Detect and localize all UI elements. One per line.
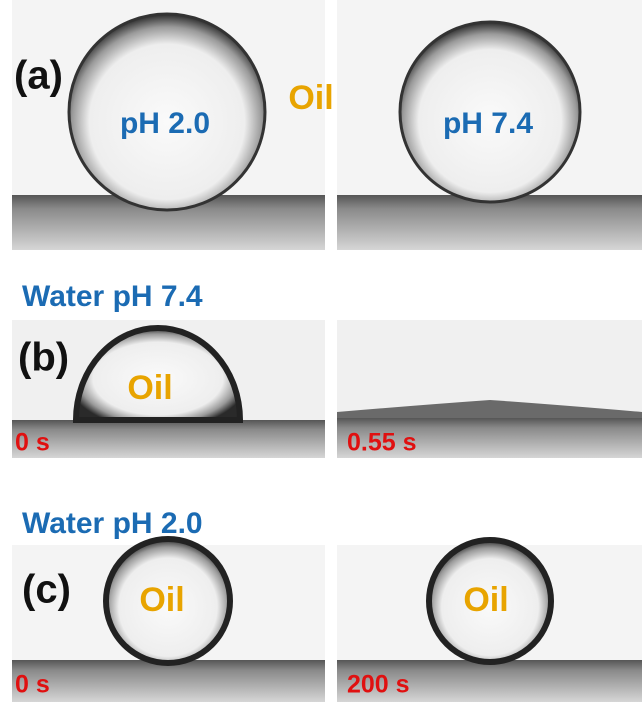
heading: Water pH 7.4	[22, 280, 203, 313]
panel-label: (c)	[22, 568, 71, 612]
medium-label: Oil	[288, 79, 333, 117]
panel-c: Water pH 2.0 (c) Oil Oil 0 s 200 s	[12, 507, 642, 702]
panel-b: Water pH 7.4 (b) Oil 0 s 0.55 s	[12, 280, 642, 458]
drop-label: Oil	[463, 581, 508, 619]
panel-label: (a)	[14, 54, 63, 98]
drop-label: pH 2.0	[120, 107, 210, 140]
drop-label: Oil	[139, 581, 184, 619]
heading: Water pH 2.0	[22, 507, 203, 540]
time-label: 200 s	[347, 671, 410, 699]
panel-label: (b)	[18, 336, 69, 380]
figure: (a) Oil pH 2.0 pH 7.4 Water pH 7.4 (b) O…	[0, 0, 642, 702]
panel-a: (a) Oil pH 2.0 pH 7.4	[12, 0, 642, 250]
time-label: 0 s	[15, 671, 50, 699]
drop-label: Oil	[127, 369, 172, 407]
time-label: 0 s	[15, 429, 50, 457]
drop-label: pH 7.4	[443, 107, 533, 140]
substrate	[12, 660, 325, 702]
time-label: 0.55 s	[347, 429, 417, 457]
substrate	[12, 420, 325, 458]
